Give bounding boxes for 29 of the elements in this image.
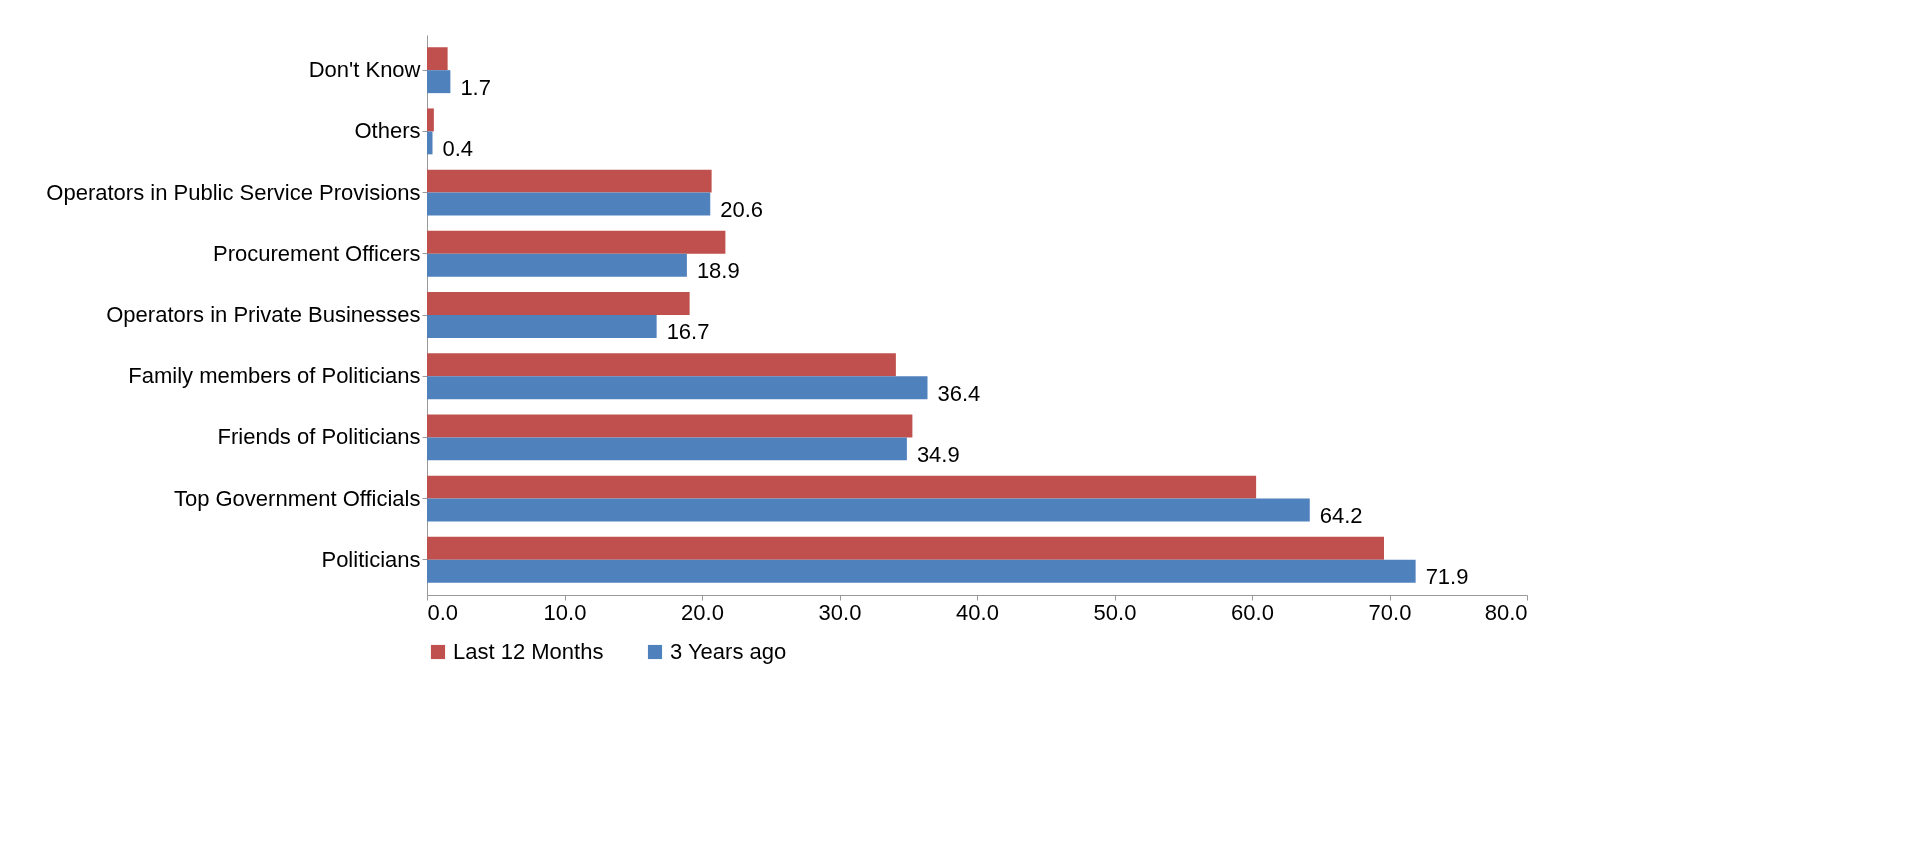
data-label: 0.4	[442, 135, 474, 161]
x-tick-label: 10.0	[543, 599, 587, 625]
y-tick-label: Politicians	[321, 546, 421, 572]
data-label: 71.9	[1425, 564, 1469, 590]
x-tick-label: 20.0	[681, 599, 724, 625]
x-tick-label: 40.0	[956, 599, 999, 625]
x-tick-label: 60.0	[1231, 599, 1274, 625]
data-label: 16.7	[666, 319, 710, 345]
data-label: 64.2	[1319, 503, 1363, 529]
data-label: 34.9	[916, 441, 960, 467]
x-tick-label: 30.0	[818, 599, 862, 625]
y-tick-label: Procurement Officers	[213, 240, 421, 266]
y-tick-label: Friends of Politicians	[217, 424, 421, 450]
y-tick-label: Top Government Officials	[173, 485, 421, 511]
y-tick-label: Operators in Private Businesses	[106, 302, 421, 327]
legend-label: Last 12 Months	[453, 639, 604, 664]
data-label: 20.6	[720, 197, 764, 223]
x-tick-label: 70.0	[1368, 599, 1412, 625]
data-label: 36.4	[937, 380, 981, 406]
y-tick-label: Others	[354, 118, 421, 144]
y-tick-label: Don't Know	[308, 57, 421, 83]
y-tick-label: Operators in Public Service Provisions	[46, 179, 421, 205]
x-tick-label: 0.0	[427, 599, 459, 625]
x-tick-label: 80.0	[1484, 599, 1528, 625]
data-label: 1.7	[460, 74, 491, 100]
x-tick-label: 50.0	[1093, 599, 1137, 625]
data-label: 18.9	[696, 258, 740, 284]
legend-label: 3 Years ago	[670, 639, 787, 664]
y-tick-label: Family members of Politicians	[128, 363, 421, 389]
